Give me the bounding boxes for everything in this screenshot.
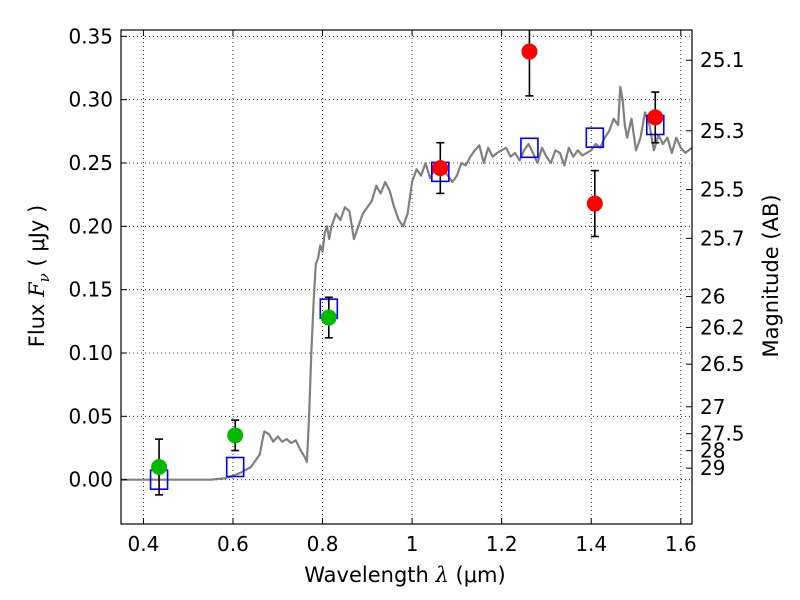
y2-tick-label: 26 xyxy=(700,285,725,309)
x-tick-label: 1.2 xyxy=(486,532,518,556)
y-tick-label: 0.20 xyxy=(68,214,113,238)
plot-area xyxy=(121,30,692,496)
y-axis-title-unit: ( μJy ) xyxy=(25,205,49,273)
x-tick-label: 0.4 xyxy=(127,532,159,556)
x-tick-label: 1.6 xyxy=(665,532,697,556)
observed-point xyxy=(647,109,664,126)
y-axis-title: Flux Fν ( μJy ) xyxy=(25,205,53,347)
x-axis-title-unit: (μm) xyxy=(449,563,506,587)
y-tick-label: 0.15 xyxy=(68,278,113,302)
y2-axis-title: Magnitude (AB) xyxy=(759,194,783,357)
axis-ticks: 0.4 0.6 0.8 1 1.2 1.4 1.6 0.00 0.05 0.10 0.15 0.20 0… xyxy=(68,24,744,556)
y2-tick-label: 25.1 xyxy=(700,48,745,72)
y2-tick-label: 26.2 xyxy=(700,315,745,339)
y-tick-label: 0.25 xyxy=(68,151,113,175)
model-point xyxy=(225,456,245,478)
model-point xyxy=(585,127,605,148)
y-axis-title-symbol: F xyxy=(25,281,49,298)
model-spectrum-line xyxy=(121,85,692,481)
plot-frame xyxy=(120,29,693,525)
observed-point xyxy=(586,195,603,212)
model-point xyxy=(520,137,539,159)
observed-point xyxy=(432,160,449,177)
y-axis-title-prefix: Flux xyxy=(25,297,49,347)
observed-point xyxy=(320,309,337,326)
y2-tick-label: 27 xyxy=(700,395,725,419)
observed-point xyxy=(151,459,168,475)
y-tick-label: 0.00 xyxy=(68,468,113,492)
x-tick-label: 0.8 xyxy=(307,532,339,556)
x-axis-title-symbol: λ xyxy=(435,563,449,587)
x-tick-label: 1.4 xyxy=(575,532,607,556)
y2-tick-label: 28 xyxy=(700,439,725,463)
x-axis-title: Wavelength λ (μm) xyxy=(304,563,505,587)
observed-point xyxy=(227,427,244,444)
x-tick-label: 1 xyxy=(406,532,419,556)
y-axis-title-subscript: ν xyxy=(35,273,53,282)
observed-point xyxy=(521,43,538,60)
y-tick-label: 0.35 xyxy=(68,24,113,48)
y-tick-label: 0.30 xyxy=(68,88,113,112)
y2-tick-label: 27.5 xyxy=(700,422,745,446)
x-axis-title-prefix: Wavelength xyxy=(304,563,435,587)
x-tick-label: 0.6 xyxy=(217,532,249,556)
y2-tick-label: 25.5 xyxy=(700,177,745,201)
y2-tick-label: 25.3 xyxy=(700,119,745,143)
y-tick-label: 0.10 xyxy=(68,341,113,365)
y2-tick-label: 25.7 xyxy=(700,226,745,250)
y2-tick-label: 29 xyxy=(700,456,725,480)
y2-tick-label: 26.5 xyxy=(700,352,745,376)
y-tick-label: 0.05 xyxy=(68,404,113,428)
